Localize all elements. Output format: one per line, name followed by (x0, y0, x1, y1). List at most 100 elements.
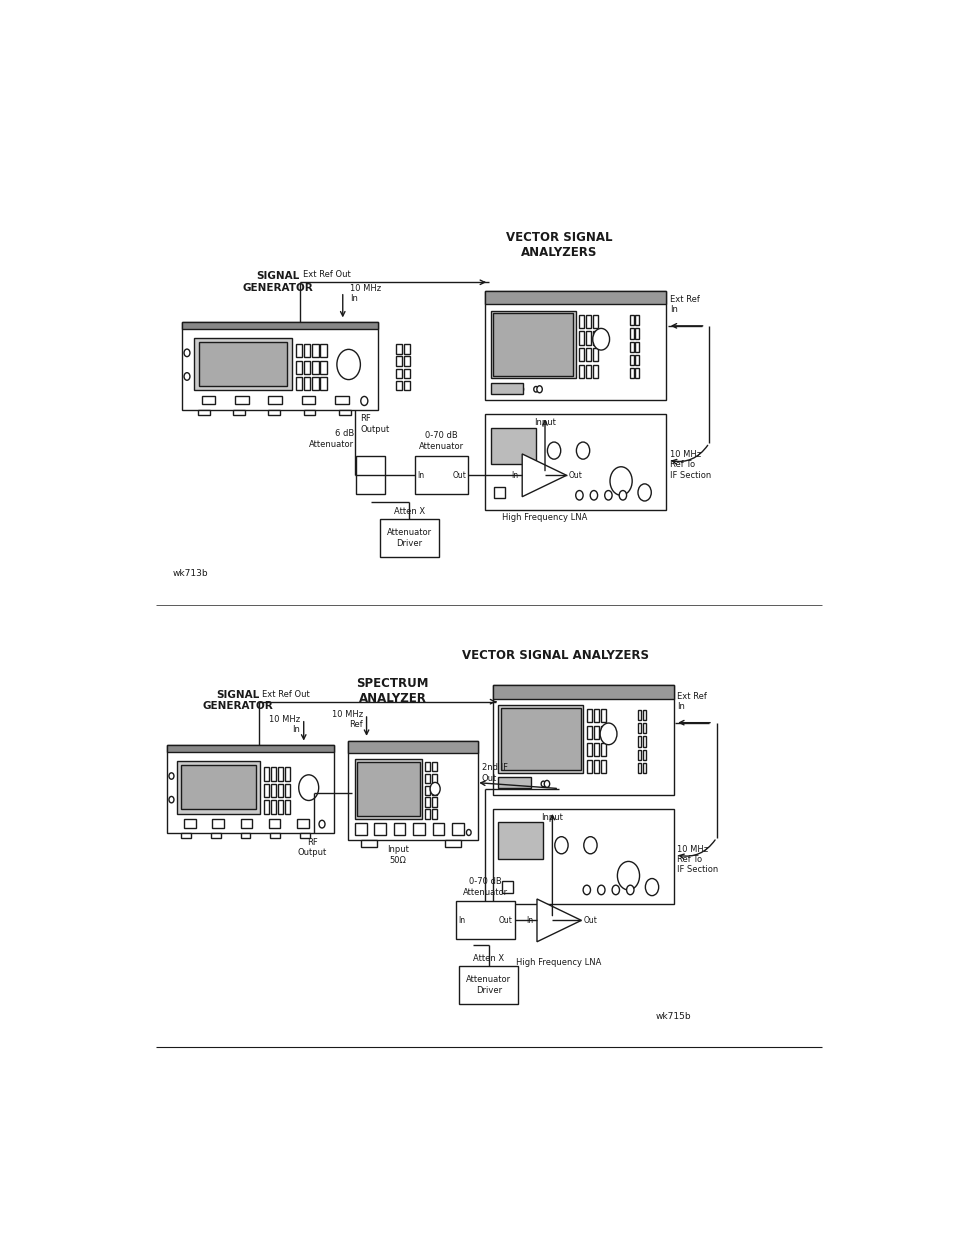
Bar (320, 361, 327, 374)
Text: Input
50Ω: Input 50Ω (386, 845, 408, 864)
Bar (456, 902, 515, 940)
Text: High Frequency LNA: High Frequency LNA (516, 958, 601, 967)
Bar (642, 736, 645, 746)
Bar (600, 709, 605, 722)
Bar (494, 487, 505, 498)
Bar (424, 798, 430, 806)
Bar (355, 804, 360, 814)
Bar (312, 377, 318, 390)
Bar (642, 722, 645, 734)
Bar (212, 819, 224, 827)
Text: Ext Ref
In: Ext Ref In (669, 295, 700, 315)
Bar (578, 331, 584, 345)
Circle shape (590, 490, 597, 500)
Circle shape (518, 387, 523, 391)
Bar (593, 331, 598, 345)
Bar (184, 819, 195, 827)
Bar (424, 774, 430, 783)
Bar (301, 395, 315, 404)
Text: In: In (416, 471, 424, 480)
Bar (424, 785, 430, 795)
Bar (348, 792, 354, 802)
Bar (492, 809, 673, 904)
Circle shape (575, 490, 582, 500)
Circle shape (336, 350, 360, 379)
Bar (500, 708, 580, 771)
Text: Attenuator
Driver: Attenuator Driver (386, 529, 431, 548)
Text: Out: Out (583, 916, 597, 925)
Text: Atten X: Atten X (473, 955, 504, 963)
Circle shape (537, 385, 541, 393)
Bar (403, 357, 410, 366)
Text: 10 MHz
Ref To
IF Section: 10 MHz Ref To IF Section (677, 845, 718, 874)
Bar (395, 357, 401, 366)
Text: VECTOR SIGNAL ANALYZERS: VECTOR SIGNAL ANALYZERS (461, 648, 648, 662)
Bar (415, 456, 468, 494)
Circle shape (576, 442, 589, 459)
Bar (637, 763, 640, 773)
Bar (445, 841, 460, 847)
Bar (304, 345, 310, 357)
Bar (211, 832, 220, 839)
Text: VECTOR SIGNAL
ANALYZERS: VECTOR SIGNAL ANALYZERS (505, 231, 612, 259)
Polygon shape (521, 454, 566, 496)
Text: Out: Out (568, 471, 582, 480)
Bar (181, 766, 256, 809)
Bar (432, 809, 436, 819)
Text: Ext Ref
In: Ext Ref In (677, 692, 706, 711)
Bar (642, 750, 645, 760)
Bar (586, 315, 591, 327)
Bar (355, 456, 385, 494)
Bar (361, 841, 376, 847)
Circle shape (512, 781, 516, 787)
Bar (182, 322, 377, 330)
Bar (320, 377, 327, 390)
Text: wk713b: wk713b (172, 569, 208, 578)
Bar (459, 966, 518, 1004)
Bar (485, 291, 665, 304)
Polygon shape (537, 899, 580, 942)
Bar (277, 767, 283, 781)
Bar (593, 315, 598, 327)
Bar (586, 348, 591, 362)
Text: SIGNAL
GENERATOR: SIGNAL GENERATOR (202, 689, 273, 711)
Circle shape (555, 836, 568, 853)
Bar (234, 395, 249, 404)
Bar (630, 342, 633, 352)
Bar (637, 722, 640, 734)
Circle shape (360, 396, 368, 405)
Circle shape (430, 783, 439, 795)
Bar (403, 345, 410, 353)
Bar (198, 342, 287, 387)
Bar (635, 368, 639, 378)
Bar (264, 767, 269, 781)
Bar (167, 746, 334, 832)
Bar (356, 762, 419, 815)
Bar (240, 819, 252, 827)
Bar (432, 785, 436, 795)
Bar (348, 741, 477, 752)
Text: In: In (526, 916, 533, 925)
Bar (182, 322, 377, 410)
Text: RF
Output: RF Output (360, 415, 389, 433)
Bar (403, 369, 410, 378)
Text: 10 MHz
Ref: 10 MHz Ref (332, 710, 362, 730)
Bar (304, 361, 310, 374)
Text: SIGNAL
GENERATOR: SIGNAL GENERATOR (243, 272, 314, 293)
Bar (304, 377, 310, 390)
Circle shape (298, 774, 318, 800)
Bar (284, 784, 290, 797)
Circle shape (599, 722, 617, 745)
Circle shape (169, 797, 173, 803)
Bar (593, 348, 598, 362)
Bar (193, 338, 292, 390)
Bar (269, 819, 280, 827)
Bar (424, 762, 430, 771)
Bar (600, 743, 605, 756)
Bar (630, 329, 633, 338)
Bar (201, 395, 215, 404)
Text: Out: Out (498, 916, 512, 925)
Bar (355, 779, 360, 789)
Circle shape (547, 442, 560, 459)
Text: Input: Input (534, 419, 556, 427)
